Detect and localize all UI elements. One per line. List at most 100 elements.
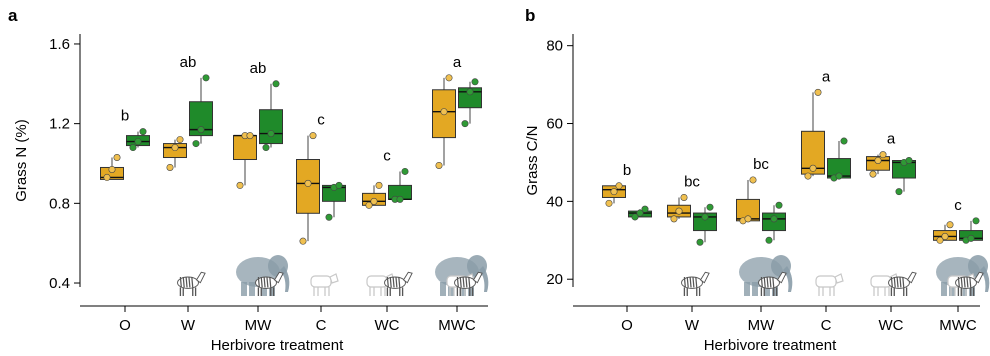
significance-letter: a [822, 68, 831, 85]
zebra-stripe [386, 276, 389, 288]
box-C [801, 88, 825, 180]
elephant-leg [249, 282, 255, 296]
y-tick-label: 20 [546, 271, 563, 288]
significance-letter: b [121, 108, 129, 125]
x-axis: O W MW C WC MWC [573, 305, 980, 334]
box-MWC [933, 221, 957, 244]
zebra-stripe [465, 276, 468, 288]
y-axis-title: Grass C/N [524, 125, 541, 195]
series-1 [100, 74, 456, 245]
box-rect [801, 130, 825, 175]
zebra-stripe [188, 276, 191, 288]
data-point [309, 132, 317, 140]
zebra-stripe [179, 276, 182, 288]
y-axis: 20 40 60 80 [546, 34, 574, 288]
elephant-trunk [783, 266, 793, 292]
zebra-icon [681, 271, 710, 296]
data-point [325, 213, 333, 221]
zebra-stripe [392, 276, 395, 288]
x-tick-label: MWC [939, 317, 977, 334]
box-WC [362, 181, 386, 209]
data-point [435, 161, 443, 169]
significance-letter: c [317, 112, 325, 129]
zebra-stripe [695, 276, 698, 288]
zebra-head [472, 271, 483, 284]
zebra-head [776, 271, 787, 284]
elephant-leg [241, 282, 247, 296]
cattle-body [870, 275, 892, 288]
box-WC [866, 151, 890, 178]
data-point [680, 193, 688, 201]
significance-letter: c [383, 147, 391, 164]
zebra-icon [758, 271, 787, 296]
box-MWC [959, 217, 983, 244]
data-point [840, 137, 848, 145]
data-point [176, 136, 184, 144]
data-point [641, 205, 649, 213]
box-MWC [432, 74, 456, 169]
zebra-icon [955, 271, 984, 296]
cattle-icon [815, 273, 844, 296]
zebra-stripe [191, 276, 194, 288]
x-tick-label: W [685, 317, 700, 334]
zebra-body [454, 276, 476, 289]
zebra-body [177, 276, 199, 289]
panel-letter: a [8, 6, 18, 25]
zebra-stripe [957, 276, 960, 288]
data-point [972, 217, 980, 225]
cattle-head [329, 273, 339, 284]
data-point [706, 203, 714, 211]
data-point [267, 130, 275, 138]
zebra-head [906, 271, 917, 284]
elephant-leg [468, 282, 474, 296]
box-rect [189, 101, 213, 137]
zebra-stripe [468, 276, 471, 288]
data-point [396, 195, 404, 203]
zebra-stripe [763, 276, 766, 288]
data-point [440, 108, 448, 116]
zebra-stripe [257, 276, 260, 288]
significance-letter: c [954, 197, 962, 214]
data-point [835, 172, 843, 180]
data-point [696, 238, 704, 246]
data-point [370, 197, 378, 205]
data-point [466, 88, 474, 96]
data-point [631, 213, 639, 221]
data-point [103, 173, 111, 181]
zebra-stripe [263, 276, 266, 288]
data-point [166, 163, 174, 171]
box-WC [388, 167, 412, 203]
data-point [129, 144, 137, 152]
elephant-trunk [479, 266, 489, 292]
zebra-stripe [689, 276, 692, 288]
data-point [879, 151, 887, 159]
x-tick-label: MW [245, 317, 272, 334]
zebra-stripe [963, 276, 966, 288]
cattle-body [366, 275, 388, 288]
zebra-stripe [182, 276, 185, 288]
zebra-head [273, 271, 284, 284]
box-O [602, 182, 626, 207]
data-point [299, 237, 307, 245]
data-point [197, 126, 205, 134]
panel-letter: b [525, 6, 535, 25]
y-axis: 0.4 0.8 1.2 1.6 [49, 34, 81, 292]
data-point [375, 181, 383, 189]
data-point [304, 179, 312, 187]
data-point [670, 215, 678, 223]
data-point [202, 74, 210, 82]
data-point [749, 176, 757, 184]
zebra-stripe [960, 276, 963, 288]
zebra-stripe [266, 276, 269, 288]
data-point [946, 221, 954, 229]
zebra-stripe [185, 276, 188, 288]
elephant-leg [941, 282, 947, 296]
zebra-body [681, 276, 703, 289]
zebra-head [402, 271, 413, 284]
zebra-stripe [766, 276, 769, 288]
y-axis-title: Grass N (%) [13, 119, 30, 202]
cattle-body [815, 275, 837, 288]
x-tick-label: WC [375, 317, 400, 334]
